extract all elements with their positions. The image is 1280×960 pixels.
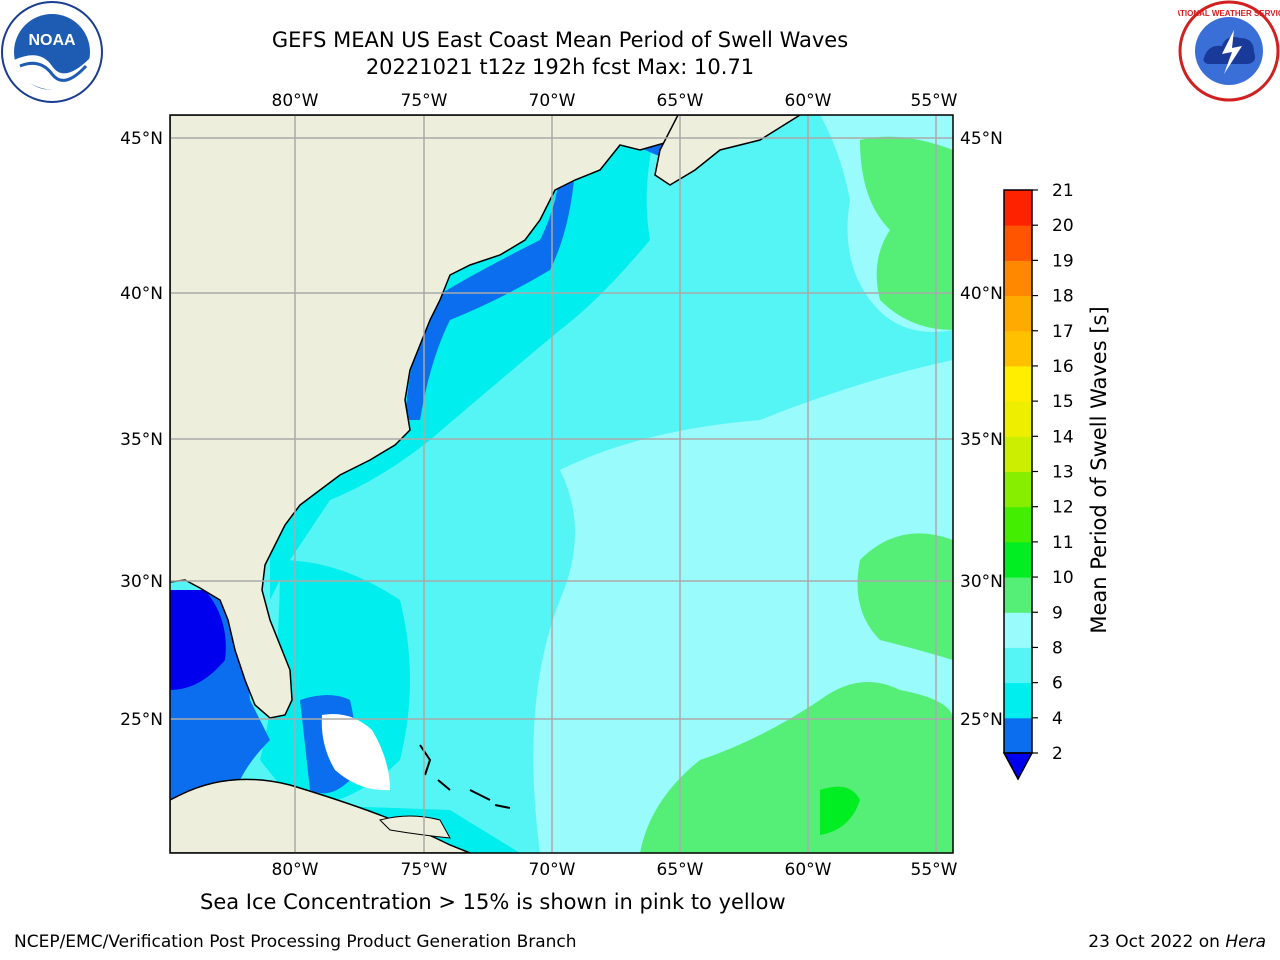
colorbar-segment <box>1004 401 1032 437</box>
map-title: GEFS MEAN US East Coast Mean Period of S… <box>271 28 849 52</box>
footer-credit: NCEP/EMC/Verification Post Processing Pr… <box>14 932 577 952</box>
hispaniola-land <box>379 815 451 839</box>
colorbar-tick-label: 12 <box>1052 498 1074 518</box>
swell-green-se <box>640 682 953 853</box>
lon-label: 65°W <box>657 860 704 880</box>
colorbar-label: Mean Period of Swell Waves [s] <box>1087 306 1111 633</box>
colorbar: 2 4 6 8 9 10 11 12 13 14 15 16 17 18 19 20 21 <box>1002 181 1074 781</box>
colorbar-tick-label: 6 <box>1052 674 1063 694</box>
lat-label: 25°N <box>960 710 1003 730</box>
colorbar-tick-label: 17 <box>1052 322 1074 342</box>
lon-label: 75°W <box>401 860 448 880</box>
colorbar-segment <box>1004 295 1032 332</box>
colorbar-segment <box>1004 682 1032 719</box>
noaa-logo: NOAA <box>1 1 103 103</box>
colorbar-extend-triangle <box>1002 752 1034 781</box>
colorbar-segment <box>1004 577 1032 613</box>
gulf-deep-blue <box>170 590 226 690</box>
nova-scotia-land <box>654 115 802 186</box>
lon-label: 80°W <box>272 860 319 880</box>
colorbar-tick-label: 16 <box>1052 357 1074 377</box>
colorbar-segment <box>1004 225 1032 261</box>
colorbar-tick-label: 8 <box>1052 638 1063 658</box>
lat-label: 35°N <box>960 430 1003 450</box>
lon-label: 60°W <box>785 860 832 880</box>
colorbar-tick-label: 21 <box>1052 181 1074 201</box>
colorbar-segment <box>1004 330 1032 367</box>
lon-label: 70°W <box>529 91 576 111</box>
colorbar-tick-label: 9 <box>1052 603 1063 623</box>
lon-labels-top: 80°W 75°W 70°W 65°W 60°W 55°W <box>272 91 958 111</box>
bahamas-white-patch <box>321 714 390 791</box>
swell-green-east <box>857 533 953 660</box>
colorbar-segment <box>1004 541 1032 578</box>
sea-ice-note: Sea Ice Concentration > 15% is shown in … <box>200 890 786 914</box>
colorbar-segment <box>1004 647 1032 684</box>
lon-labels-bottom: 80°W 75°W 70°W 65°W 60°W 55°W <box>272 860 958 880</box>
lat-label: 30°N <box>120 572 163 592</box>
swell-green-ne <box>860 136 953 330</box>
colorbar-tick-label: 10 <box>1052 568 1074 588</box>
map-fill <box>170 115 953 853</box>
nws-logo-text: NATIONAL WEATHER SERVICE <box>1178 9 1280 18</box>
lat-label: 45°N <box>120 129 163 149</box>
lon-label: 75°W <box>401 91 448 111</box>
colorbar-segment <box>1004 436 1032 472</box>
lon-label: 55°W <box>911 860 958 880</box>
colorbar-tick-label: 2 <box>1052 744 1063 764</box>
lat-label: 30°N <box>960 572 1003 592</box>
colorbar-tick-label: 14 <box>1052 427 1074 447</box>
colorbar-segment <box>1004 717 1032 754</box>
colorbar-segment <box>1004 506 1032 543</box>
lon-label: 70°W <box>529 860 576 880</box>
cuba-land <box>170 778 471 853</box>
lat-label: 45°N <box>960 129 1003 149</box>
colorbar-tick-label: 18 <box>1052 287 1074 307</box>
lat-label: 40°N <box>960 284 1003 304</box>
colorbar-segment <box>1004 365 1032 402</box>
lat-label: 25°N <box>120 710 163 730</box>
colorbar-segment <box>1004 190 1032 226</box>
colorbar-tick-label: 15 <box>1052 392 1074 412</box>
shelf-blue-ne <box>405 160 575 420</box>
map-frame <box>169 114 954 854</box>
lat-label: 40°N <box>120 284 163 304</box>
footer-date-text: 23 Oct 2022 on <box>1088 932 1226 952</box>
lon-label: 80°W <box>272 91 319 111</box>
lon-label: 60°W <box>785 91 832 111</box>
lat-labels-left: 45°N 40°N 35°N 30°N 25°N <box>120 129 163 730</box>
us-east-coast-land <box>170 115 681 719</box>
colorbar-tick-label: 13 <box>1052 463 1074 483</box>
colorbar-tick-label: 4 <box>1052 709 1063 729</box>
lat-label: 35°N <box>120 430 163 450</box>
lon-label: 65°W <box>657 91 704 111</box>
map-subtitle: 20221021 t12z 192h fcst Max: 10.71 <box>365 55 755 79</box>
lon-label: 55°W <box>911 91 958 111</box>
footer-host: Hera <box>1225 932 1266 952</box>
noaa-logo-text: NOAA <box>28 32 76 49</box>
colorbar-tick-label: 19 <box>1052 251 1074 271</box>
colorbar-tick-label: 11 <box>1052 533 1074 553</box>
swell-bright-green <box>820 786 860 835</box>
colorbar-segment <box>1004 471 1032 508</box>
graticule <box>170 115 953 853</box>
nws-logo: NATIONAL WEATHER SERVICE <box>1178 0 1280 102</box>
colorbar-tick-label: 20 <box>1052 216 1074 236</box>
colorbar-segment <box>1004 260 1032 297</box>
lat-labels-right: 45°N 40°N 35°N 30°N 25°N <box>960 129 1003 730</box>
colorbar-segment <box>1004 612 1032 648</box>
footer-date: 23 Oct 2022 on Hera <box>1088 932 1266 952</box>
